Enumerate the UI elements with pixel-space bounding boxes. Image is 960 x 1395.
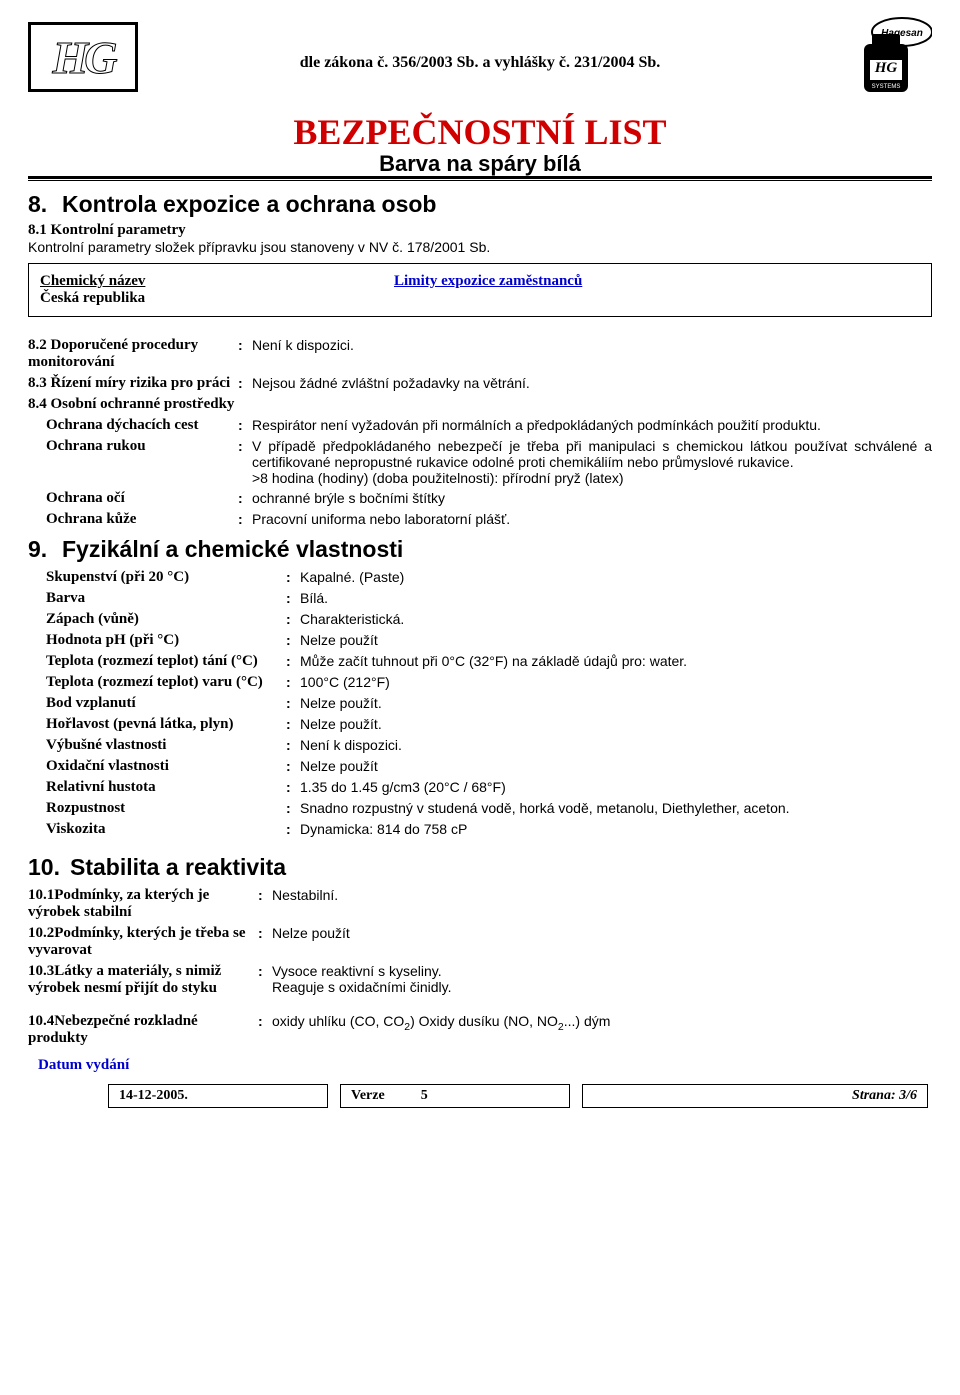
sec9-row-label: Oxidační vlastnosti	[46, 756, 286, 777]
s102-label: 10.2Podmínky, kterých je třeba se vyvaro…	[28, 923, 258, 961]
s81-text: Kontrolní parametry složek přípravku jso…	[28, 239, 932, 255]
sec9-row-val: Bílá.	[300, 588, 932, 609]
section-8-num: 8.	[28, 191, 62, 218]
footer-page-label: Strana:	[852, 1088, 896, 1104]
s101-label: 10.1Podmínky, za kterých je výrobek stab…	[28, 885, 258, 923]
sec9-row-val: Může začít tuhnout při 0°C (32°F) na zák…	[300, 651, 932, 672]
sec9-row-label: Hodnota pH (při °C)	[46, 630, 286, 651]
section-9-table: Skupenství (při 20 °C):Kapalné. (Paste)B…	[46, 567, 932, 840]
section-8-heading: 8.Kontrola expozice a ochrana osob	[28, 191, 932, 218]
footer-date: 14-12-2005.	[119, 1088, 188, 1104]
footer-version-label: Verze	[351, 1088, 385, 1104]
section-9-title: Fyzikální a chemické vlastnosti	[62, 536, 403, 562]
footer-date-box: 14-12-2005.	[108, 1084, 328, 1108]
title-block: BEZPEČNOSTNÍ LIST Barva na spáry bílá	[28, 111, 932, 177]
doc-subtitle: Barva na spáry bílá	[28, 151, 932, 177]
section-8-title: Kontrola expozice a ochrana osob	[62, 191, 436, 217]
hand-label: Ochrana rukou	[28, 436, 238, 488]
s104-label: 10.4Nebezpečné rozkladné produkty	[28, 1011, 258, 1049]
sec9-row-val: Snadno rozpustný v studená vodě, horká v…	[300, 798, 932, 819]
limits-chem-name: Chemický název	[40, 273, 390, 290]
s81-label: 8.1 Kontrolní parametry	[28, 222, 932, 239]
hagesan-logo: Hagesan HG SYSTEMS	[842, 16, 932, 96]
s101-val: Nestabilní.	[272, 885, 932, 923]
sec9-row-val: Nelze použít	[300, 630, 932, 651]
page-header: HG dle zákona č. 356/2003 Sb. a vyhlášky…	[28, 16, 932, 176]
section-9-heading: 9.Fyzikální a chemické vlastnosti	[28, 536, 932, 563]
date-label: Datum vydání	[38, 1057, 932, 1074]
sec9-row-val: Dynamicka: 814 do 758 cP	[300, 819, 932, 840]
s82-label: 8.2 Doporučené procedury monitorování	[28, 335, 238, 373]
limits-right: Limity expozice zaměstnanců	[394, 273, 920, 290]
footer-page: 3/6	[899, 1088, 917, 1104]
s103-label: 10.3Látky a materiály, s nimiž výrobek n…	[28, 961, 258, 999]
sec9-row-label: Teplota (rozmezí teplot) varu (°C)	[46, 672, 286, 693]
s84-label: 8.4 Osobní ochranné prostředky	[28, 394, 932, 415]
skin-label: Ochrana kůže	[28, 509, 238, 530]
section-10-num: 10.	[28, 854, 70, 881]
svg-text:SYSTEMS: SYSTEMS	[872, 84, 901, 90]
sec9-row-label: Barva	[46, 588, 286, 609]
sec9-row-val: Charakteristická.	[300, 609, 932, 630]
sec9-row-label: Teplota (rozmezí teplot) tání (°C)	[46, 651, 286, 672]
resp-val: Respirátor není vyžadován při normálních…	[252, 415, 932, 436]
sec9-row-label: Bod vzplanutí	[46, 693, 286, 714]
sec9-row-label: Hořlavost (pevná látka, plyn)	[46, 714, 286, 735]
sec9-row-val: Nelze použít.	[300, 714, 932, 735]
sec9-row-val: 1.35 do 1.45 g/cm3 (20°C / 68°F)	[300, 777, 932, 798]
s83-val: Nejsou žádné zvláštní požadavky na větrá…	[252, 373, 932, 394]
hand-val: V případě předpokládaného nebezpečí je t…	[252, 436, 932, 488]
law-line: dle zákona č. 356/2003 Sb. a vyhlášky č.…	[28, 54, 932, 72]
section-9-num: 9.	[28, 536, 62, 563]
sec9-row-label: Zápach (vůně)	[46, 609, 286, 630]
skin-val: Pracovní uniforma nebo laboratorní plášť…	[252, 509, 932, 530]
resp-label: Ochrana dýchacích cest	[28, 415, 238, 436]
section-10-title: Stabilita a reaktivita	[70, 854, 286, 880]
sec9-row-val: Nelze použít	[300, 756, 932, 777]
s102-val: Nelze použít	[272, 923, 932, 961]
section-10-heading: 10.Stabilita a reaktivita	[28, 854, 932, 881]
section-10-table: 10.1Podmínky, za kterých je výrobek stab…	[28, 885, 932, 1049]
sec9-row-label: Rozpustnost	[46, 798, 286, 819]
limits-country: Česká republika	[40, 290, 390, 307]
section-8-table: 8.2 Doporučené procedury monitorování : …	[28, 335, 932, 530]
s83-label: 8.3 Řízení míry rizika pro práci	[28, 373, 238, 394]
footer-row: 14-12-2005. Verze 5 Strana: 3/6	[28, 1084, 932, 1108]
sec9-row-label: Výbušné vlastnosti	[46, 735, 286, 756]
limits-box: Chemický název Česká republika Limity ex…	[28, 263, 932, 317]
s104-val: oxidy uhlíku (CO, CO2) Oxidy dusíku (NO,…	[272, 1011, 932, 1049]
footer-version-box: Verze 5	[340, 1084, 570, 1108]
sec9-row-val: 100°C (212°F)	[300, 672, 932, 693]
sec9-row-val: Kapalné. (Paste)	[300, 567, 932, 588]
sec9-row-label: Viskozita	[46, 819, 286, 840]
sec9-row-val: Není k dispozici.	[300, 735, 932, 756]
s82-val: Není k dispozici.	[252, 335, 932, 373]
eye-val: ochranné brýle s bočními štítky	[252, 488, 932, 509]
doc-title: BEZPEČNOSTNÍ LIST	[28, 111, 932, 153]
sec9-row-val: Nelze použít.	[300, 693, 932, 714]
svg-text:HG: HG	[874, 60, 898, 76]
footer-page-box: Strana: 3/6	[582, 1084, 928, 1108]
sec9-row-label: Relativní hustota	[46, 777, 286, 798]
sec9-row-label: Skupenství (při 20 °C)	[46, 567, 286, 588]
footer-version: 5	[421, 1088, 428, 1104]
s103-val: Vysoce reaktivní s kyseliny. Reaguje s o…	[272, 961, 932, 999]
eye-label: Ochrana očí	[28, 488, 238, 509]
